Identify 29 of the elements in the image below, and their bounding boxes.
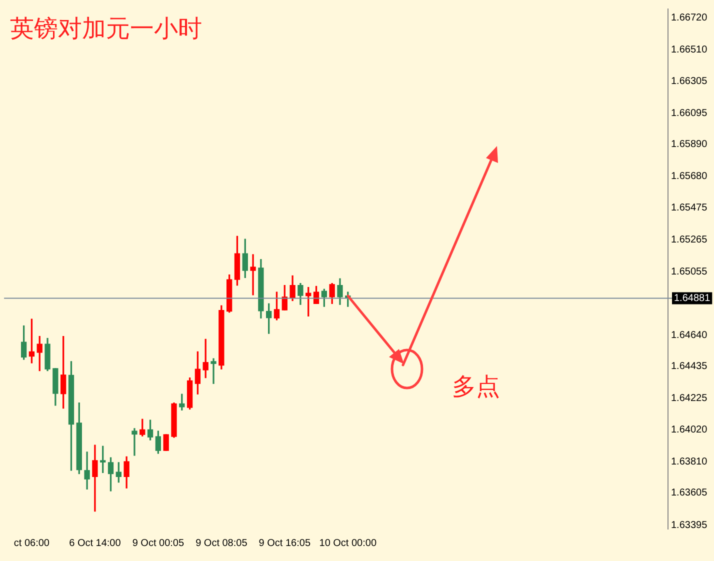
y-tick-label: 1.64225 <box>670 393 708 404</box>
y-tick-label: 1.64020 <box>670 424 708 436</box>
candlestick <box>132 428 138 456</box>
y-tick-label: 1.66305 <box>670 76 708 87</box>
candlestick <box>210 358 216 384</box>
y-tick-label: 1.63395 <box>670 520 708 531</box>
x-tick-label: 9 Oct 16:05 <box>258 538 311 549</box>
x-tick-label: 10 Oct 00:00 <box>319 538 377 549</box>
y-tick-label: 1.64640 <box>670 330 708 341</box>
x-tick-label: 9 Oct 00:05 <box>132 538 184 549</box>
y-tick-label: 1.65055 <box>670 266 708 278</box>
x-tick-label: 9 Oct 08:05 <box>196 538 248 549</box>
y-tick-label: 1.65680 <box>670 171 708 182</box>
x-tick-label: 6 Oct 14:00 <box>69 538 122 549</box>
annotation: 多点 <box>452 374 500 401</box>
y-tick-label: 1.65890 <box>670 139 708 150</box>
y-tick-label: 1.65265 <box>670 234 708 246</box>
chart-title: 英镑对加元一小时 <box>10 16 202 43</box>
candlestick <box>250 254 256 296</box>
candlestick <box>84 452 90 490</box>
x-tick-label: ct 06:00 <box>14 538 50 549</box>
ref-line-label: 1.64881 <box>674 293 711 304</box>
y-tick-label: 1.63810 <box>670 456 708 468</box>
y-tick-label: 1.63605 <box>670 488 708 499</box>
y-tick-label: 1.66720 <box>670 12 708 24</box>
y-tick-label: 1.66510 <box>670 44 708 56</box>
y-tick-label: 1.64435 <box>670 361 708 372</box>
y-tick-label: 1.65475 <box>670 202 708 214</box>
y-tick-label: 1.66095 <box>670 108 708 119</box>
